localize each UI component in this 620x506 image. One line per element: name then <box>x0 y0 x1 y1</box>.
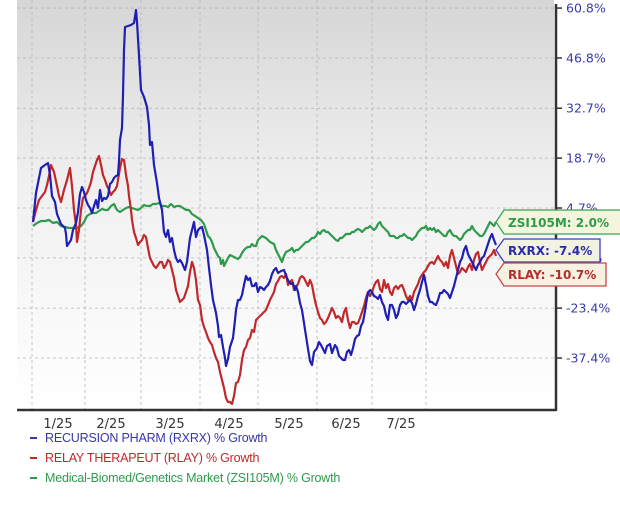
x-tick-label: 2/25 <box>96 417 125 432</box>
gridlines <box>17 0 556 410</box>
legend-label-rxrx: RECURSION PHARM (RXRX) % Growth <box>45 431 268 445</box>
x-tick-label: 7/25 <box>386 417 415 432</box>
end-label-rxrx-text: RXRX: -7.4% <box>508 244 592 258</box>
x-axis-ticks: 1/25 2/25 3/25 4/25 5/25 6/25 7/25 <box>43 417 415 432</box>
y-tick-label: 60.8% <box>566 1 606 16</box>
series-lines <box>31 8 498 406</box>
y-tick-label: 46.8% <box>566 50 606 65</box>
series-line-zsi105m <box>32 201 497 268</box>
end-label-rxrx: RXRX: -7.4% <box>495 238 601 263</box>
legend-swatch-rxrx <box>30 437 37 439</box>
end-label-rlay: RLAY: -10.7% <box>495 262 607 287</box>
x-tick-label: 6/25 <box>331 417 360 432</box>
y-axis-ticks: 60.8%46.8%32.7%18.7%4.7%-9.3%-23.4%-37.4… <box>556 1 610 366</box>
legend-swatch-zsi105m <box>30 477 37 479</box>
end-label-zsi105m: ZSI105M: 2.0% <box>495 209 620 235</box>
end-label-rlay-text: RLAY: -10.7% <box>508 268 596 282</box>
y-tick-label: -23.4% <box>566 301 610 316</box>
legend-item-rlay: RELAY THERAPEUT (RLAY) % Growth <box>30 448 340 468</box>
end-label-zsi105m-text: ZSI105M: 2.0% <box>508 216 609 230</box>
series-line-rlay <box>31 154 498 406</box>
x-tick-label: 5/25 <box>274 417 303 432</box>
y-tick-label: 32.7% <box>566 101 606 116</box>
legend-item-rxrx: RECURSION PHARM (RXRX) % Growth <box>30 428 340 448</box>
y-tick-label: -37.4% <box>566 351 610 366</box>
series-line-rxrx <box>31 8 498 368</box>
plot-area <box>17 0 554 410</box>
legend-swatch-rlay <box>30 457 37 459</box>
y-tick-label: 18.7% <box>566 151 606 166</box>
x-tick-label: 4/25 <box>214 417 243 432</box>
x-tick-label: 3/25 <box>155 417 184 432</box>
chart-legend: RECURSION PHARM (RXRX) % Growth RELAY TH… <box>30 428 340 488</box>
legend-item-zsi105m: Medical-Biomed/Genetics Market (ZSI105M)… <box>30 468 340 488</box>
x-tick-label: 1/25 <box>43 417 72 432</box>
legend-label-zsi105m: Medical-Biomed/Genetics Market (ZSI105M)… <box>45 471 341 485</box>
legend-label-rlay: RELAY THERAPEUT (RLAY) % Growth <box>45 451 260 465</box>
